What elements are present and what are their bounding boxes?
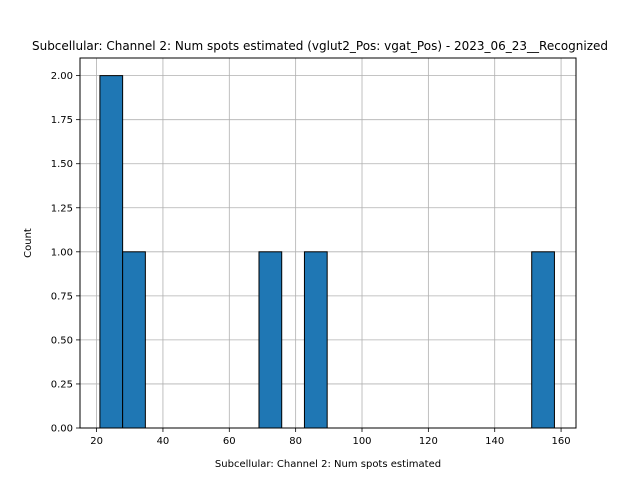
- x-tick-label-3: 80: [289, 436, 302, 447]
- histogram-bar-1: [122, 251, 146, 429]
- y-tick-label-2: 0.50: [51, 335, 73, 346]
- x-tick-label-7: 160: [552, 436, 571, 447]
- chart-title: Subcellular: Channel 2: Num spots estima…: [32, 39, 608, 53]
- histogram-bar-0: [99, 75, 124, 429]
- y-axis-label: Count: [23, 228, 34, 258]
- plot-frame: [79, 57, 577, 429]
- x-tick-label-1: 40: [157, 436, 170, 447]
- x-axis-ticks: 20 40 60 80 100 120 140 160: [90, 428, 571, 447]
- x-tick-label-2: 60: [223, 436, 236, 447]
- x-tick-label-0: 20: [90, 436, 103, 447]
- histogram-bar-19: [531, 251, 555, 429]
- y-tick-label-0: 0.00: [51, 424, 73, 435]
- y-tick-label-3: 0.75: [51, 291, 73, 302]
- x-tick-label-6: 140: [485, 436, 504, 447]
- histogram-bar-9: [303, 251, 328, 429]
- y-tick-label-8: 2.00: [51, 71, 73, 82]
- y-tick-label-4: 1.00: [51, 247, 73, 258]
- y-tick-label-1: 0.25: [51, 379, 73, 390]
- y-tick-label-5: 1.25: [51, 203, 73, 214]
- y-tick-label-6: 1.50: [51, 159, 73, 170]
- x-tick-label-4: 100: [352, 436, 371, 447]
- x-axis-label: Subcellular: Channel 2: Num spots estima…: [215, 459, 441, 470]
- y-axis-ticks: 0.00 0.25 0.50 0.75 1.00 1.25 1.50 1.75 2.00: [51, 71, 80, 435]
- y-tick-label-7: 1.75: [51, 115, 73, 126]
- x-tick-label-5: 120: [419, 436, 438, 447]
- histogram-bar-7: [258, 251, 283, 429]
